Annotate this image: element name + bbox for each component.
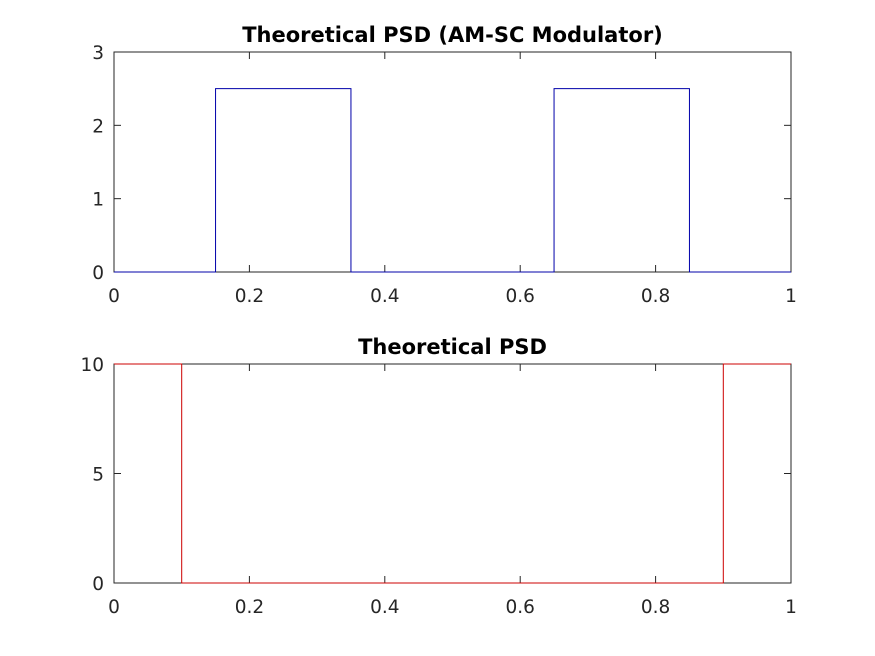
y-tick-label: 10 <box>80 355 104 376</box>
y-tick-label: 2 <box>92 116 104 137</box>
series-line <box>114 363 791 584</box>
y-tick-label: 3 <box>92 43 104 64</box>
x-tick-label: 0.2 <box>235 286 264 307</box>
x-tick-label: 0.2 <box>235 597 264 618</box>
chart-title: Theoretical PSD (AM-SC Modulator) <box>242 23 663 47</box>
y-tick-label: 1 <box>92 190 104 211</box>
chart-title: Theoretical PSD <box>358 335 547 359</box>
x-tick-label: 0.4 <box>370 597 399 618</box>
x-tick-label: 0.8 <box>641 286 670 307</box>
x-tick-label: 0.4 <box>370 286 399 307</box>
x-tick-label: 1 <box>785 597 797 618</box>
x-tick-label: 0.6 <box>505 286 534 307</box>
chart-1: 0 0.2 0.4 0.6 0.8 1 0 1 2 3 Theoretical PSD (AM-SC… <box>92 23 797 307</box>
y-tick-label: 0 <box>92 574 104 595</box>
y-tick-label: 0 <box>92 263 104 284</box>
x-tick-label: 0 <box>108 597 120 618</box>
y-tick-label: 5 <box>92 465 104 486</box>
x-tick-label: 1 <box>785 286 797 307</box>
plot-area <box>113 363 792 584</box>
series-line <box>114 88 791 273</box>
x-tick-label: 0.8 <box>641 597 670 618</box>
x-tick-label: 0 <box>108 286 120 307</box>
x-tick-label: 0.6 <box>505 597 534 618</box>
